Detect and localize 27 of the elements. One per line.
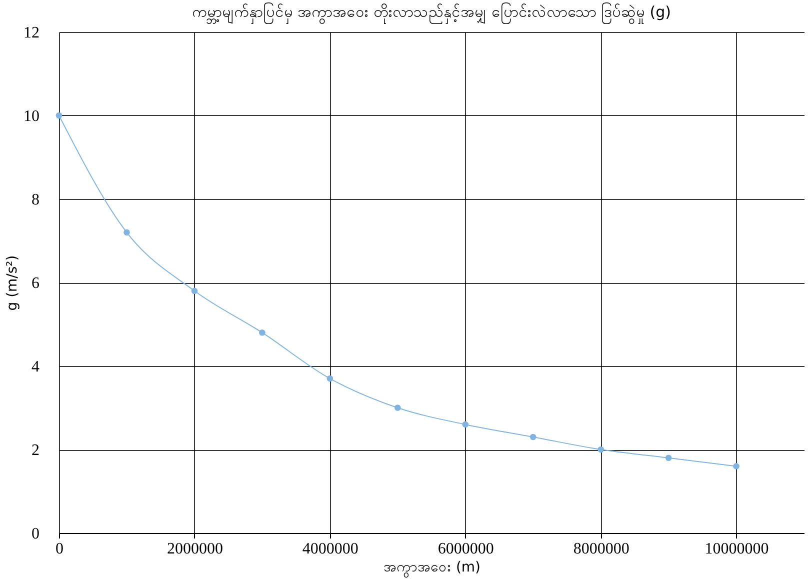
y-tick-label: 2: [32, 442, 40, 459]
chart-title: ကမ္ဘာ့မျက်နှာပြင်မှ အကွာအဝေး တိုးလာသည်နှင့်အမျှ ပြောင်းလဲလာသော ဒြပ်ဆွဲမှု (g): [192, 2, 672, 24]
point: [394, 404, 401, 411]
x-tick-label: 2000000: [166, 540, 223, 558]
x-axis-title: အကွာအဝေး (m): [383, 560, 481, 578]
point: [530, 434, 536, 440]
point: [259, 329, 266, 336]
point: [56, 112, 62, 119]
point: [733, 463, 740, 470]
y-tick-label: 0: [32, 526, 40, 542]
x-tick-label: 8000000: [573, 540, 630, 558]
point: [665, 454, 672, 462]
point: [191, 288, 198, 294]
x-tick-label: 4000000: [302, 540, 358, 558]
point: [124, 229, 130, 236]
x-tick-label: 0: [56, 540, 64, 558]
y-tick-label: 12: [24, 24, 40, 42]
y-tick-label: 10: [24, 108, 40, 125]
x-tick-label: 6000000: [438, 540, 494, 558]
point: [326, 375, 334, 382]
y-tick-label: 8: [32, 192, 40, 208]
y-tick-label: 6: [32, 275, 40, 292]
y-axis-title: g (m/s²): [4, 255, 20, 311]
point: [462, 421, 469, 428]
x-tick-label: 10000000: [704, 540, 769, 558]
point: [598, 446, 604, 453]
y-tick-label: 4: [32, 358, 40, 376]
